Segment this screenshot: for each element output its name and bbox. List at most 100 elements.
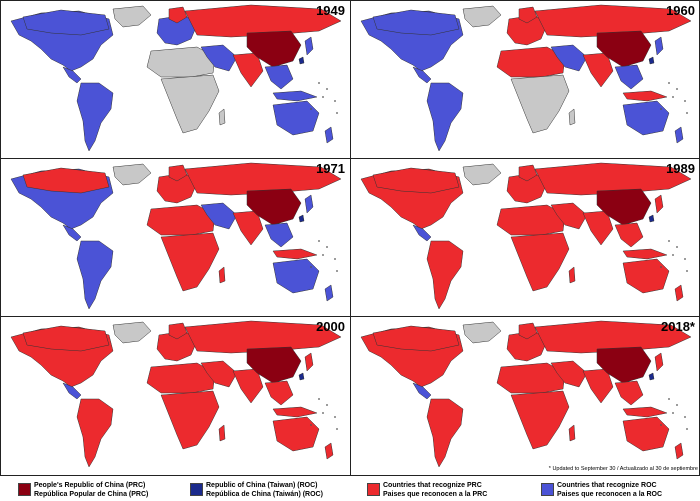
region-northAfrica bbox=[496, 362, 566, 394]
legend-label-en: People's Republic of China (PRC) bbox=[34, 482, 146, 489]
island-marker bbox=[672, 254, 674, 256]
island-marker bbox=[326, 88, 328, 90]
year-label: 2000 bbox=[316, 319, 345, 334]
island-marker bbox=[668, 398, 670, 400]
panel-divider-vertical bbox=[350, 1, 351, 475]
region-indonesia bbox=[622, 90, 668, 102]
island-marker bbox=[322, 96, 324, 98]
region-greenland bbox=[112, 321, 152, 344]
legend-swatch bbox=[367, 483, 380, 496]
map-panel-2018: 2018* bbox=[351, 317, 699, 474]
region-southAmerica bbox=[426, 82, 464, 152]
legend-label-es: República de China (Taiwán) (ROC) bbox=[206, 490, 323, 498]
region-madagascar bbox=[568, 266, 576, 284]
region-seAsia bbox=[614, 64, 644, 90]
year-label: 1960 bbox=[666, 3, 695, 18]
world-map bbox=[10, 4, 342, 152]
island-marker bbox=[686, 428, 688, 430]
map-grid: 1949 1960 1971 1989 2000 2018* bbox=[1, 1, 699, 475]
island-marker bbox=[668, 82, 670, 84]
region-seAsia bbox=[264, 380, 294, 406]
island-marker bbox=[684, 100, 686, 102]
island-marker bbox=[676, 404, 678, 406]
island-marker bbox=[660, 108, 662, 110]
map-panel-1971: 1971 bbox=[1, 159, 349, 316]
legend-label-es: Paises que reconocen a la PRC bbox=[383, 490, 488, 498]
region-newZealand bbox=[324, 284, 334, 302]
region-madagascar bbox=[218, 108, 226, 126]
island-marker bbox=[334, 416, 336, 418]
island-marker bbox=[322, 412, 324, 414]
region-northAfrica bbox=[146, 362, 216, 394]
region-middleEast bbox=[200, 202, 238, 230]
region-taiwan bbox=[648, 214, 655, 223]
year-label: 1989 bbox=[666, 161, 695, 176]
region-southAmerica bbox=[76, 240, 114, 310]
legend-label-en: Countries that recognize PRC bbox=[383, 482, 482, 489]
island-marker bbox=[318, 82, 320, 84]
region-australia bbox=[272, 100, 320, 136]
region-japan bbox=[304, 352, 314, 372]
legend-swatch bbox=[190, 483, 203, 496]
region-centralAm bbox=[412, 382, 432, 400]
region-newZealand bbox=[324, 126, 334, 144]
region-taiwan bbox=[298, 56, 305, 65]
region-seAsia bbox=[264, 64, 294, 90]
island-marker bbox=[310, 108, 312, 110]
legend: People's Republic of China (PRC) Repúbli… bbox=[0, 476, 700, 501]
region-middleEast bbox=[200, 44, 238, 72]
map-panel-1989: 1989 bbox=[351, 159, 699, 316]
panel-divider-horizontal bbox=[1, 158, 699, 159]
region-australia bbox=[622, 258, 670, 294]
footnote: * Updated to September 30 / Actualizado … bbox=[548, 466, 698, 472]
region-canada bbox=[22, 9, 110, 36]
island-marker bbox=[672, 96, 674, 98]
legend-label-es: República Popular de China (PRC) bbox=[34, 490, 149, 498]
region-scandinavia bbox=[168, 6, 188, 24]
legend-swatch bbox=[18, 483, 31, 496]
region-canada bbox=[372, 167, 460, 194]
region-australia bbox=[272, 258, 320, 294]
region-middleEast bbox=[550, 360, 588, 388]
world-map bbox=[360, 162, 692, 310]
island-marker bbox=[676, 246, 678, 248]
region-madagascar bbox=[218, 266, 226, 284]
region-japan bbox=[654, 352, 664, 372]
region-russia bbox=[184, 162, 342, 196]
island-marker bbox=[322, 254, 324, 256]
world-map bbox=[10, 162, 342, 310]
region-china bbox=[246, 346, 302, 384]
region-subSahara bbox=[510, 74, 570, 134]
region-greenland bbox=[462, 321, 502, 344]
island-marker bbox=[336, 112, 338, 114]
legend-label-en: Republic of China (Taiwan) (ROC) bbox=[206, 482, 318, 489]
region-seAsia bbox=[614, 222, 644, 248]
region-northAfrica bbox=[496, 204, 566, 236]
region-greenland bbox=[462, 5, 502, 28]
region-scandinavia bbox=[168, 164, 188, 182]
region-southAmerica bbox=[426, 240, 464, 310]
region-russia bbox=[184, 320, 342, 354]
region-northAfrica bbox=[146, 204, 216, 236]
year-label: 2018* bbox=[661, 319, 695, 334]
region-centralAm bbox=[412, 224, 432, 242]
map-panel-1960: 1960 bbox=[351, 1, 699, 158]
region-scandinavia bbox=[518, 164, 538, 182]
island-marker bbox=[672, 412, 674, 414]
region-middleEast bbox=[550, 44, 588, 72]
region-northAfrica bbox=[496, 46, 566, 78]
region-newZealand bbox=[324, 442, 334, 460]
island-marker bbox=[334, 100, 336, 102]
region-middleEast bbox=[200, 360, 238, 388]
region-china bbox=[246, 30, 302, 68]
region-centralAm bbox=[412, 66, 432, 84]
world-map bbox=[360, 320, 692, 468]
region-japan bbox=[654, 194, 664, 214]
region-seAsia bbox=[264, 222, 294, 248]
legend-label-en: Countries that recognize ROC bbox=[557, 482, 657, 489]
region-scandinavia bbox=[518, 322, 538, 340]
island-marker bbox=[686, 112, 688, 114]
region-russia bbox=[534, 162, 692, 196]
region-subSahara bbox=[160, 390, 220, 450]
region-indonesia bbox=[272, 406, 318, 418]
